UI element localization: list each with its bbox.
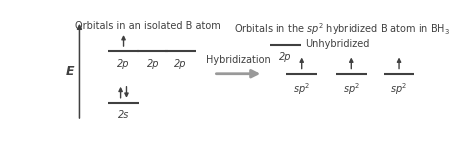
- Text: 2p: 2p: [117, 59, 130, 69]
- Text: $sp^2$: $sp^2$: [293, 81, 310, 97]
- Text: Hybridization: Hybridization: [206, 55, 271, 65]
- Text: 2p: 2p: [146, 59, 159, 69]
- Text: $sp^2$: $sp^2$: [391, 81, 408, 97]
- Text: 2p: 2p: [279, 52, 292, 62]
- Text: 2s: 2s: [118, 110, 129, 120]
- Text: 2p: 2p: [174, 59, 187, 69]
- Text: Orbitals in the $sp^2$ hybridized B atom in BH$_3$: Orbitals in the $sp^2$ hybridized B atom…: [234, 21, 450, 37]
- Text: Unhybridized: Unhybridized: [305, 39, 369, 49]
- Text: E: E: [66, 65, 74, 78]
- Text: $sp^2$: $sp^2$: [343, 81, 360, 97]
- Text: Orbitals in an isolated B atom: Orbitals in an isolated B atom: [74, 21, 220, 31]
